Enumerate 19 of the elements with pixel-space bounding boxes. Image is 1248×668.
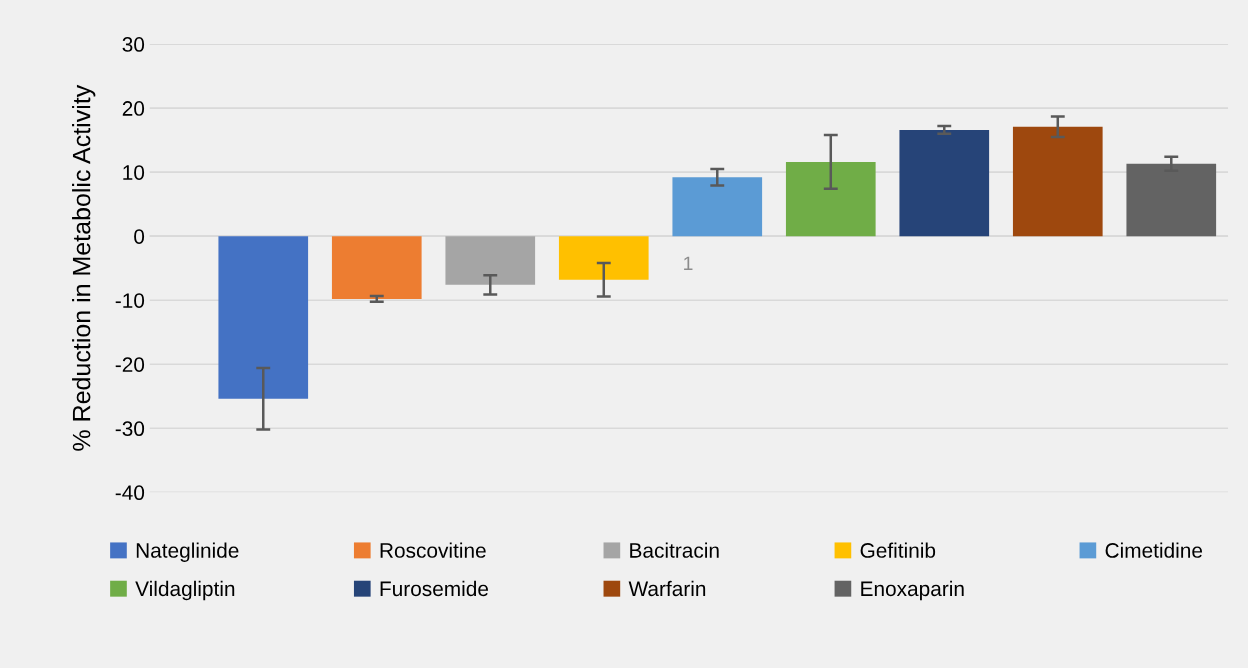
annotation: 1: [684, 256, 693, 271]
y-tick-label: -30: [115, 421, 145, 437]
legend-label: Vildagliptin: [135, 580, 235, 601]
legend-label: Warfarin: [628, 580, 706, 597]
y-tick-label: -10: [115, 293, 145, 308]
legend-label: Cimetidine: [1105, 542, 1203, 558]
legend-label: Roscovitine: [380, 542, 486, 558]
legend-label: Nateglinide: [136, 542, 239, 562]
y-tick-label: 10: [123, 165, 145, 180]
y-tick-label: -20: [115, 357, 145, 372]
legend-label: Furosemide: [380, 580, 489, 597]
y-tick-label: -40: [115, 485, 145, 501]
legend-label: Bacitracin: [630, 542, 719, 558]
legend-label: Gefitinib: [860, 542, 936, 558]
y-axis-title: % Reduction in Metabolic Activity: [72, 84, 96, 451]
y-tick-label: 20: [122, 101, 145, 116]
y-tick-label: 30: [122, 37, 145, 52]
y-tick-label: 0: [134, 229, 145, 244]
legend-label: Enoxaparin: [861, 580, 964, 601]
